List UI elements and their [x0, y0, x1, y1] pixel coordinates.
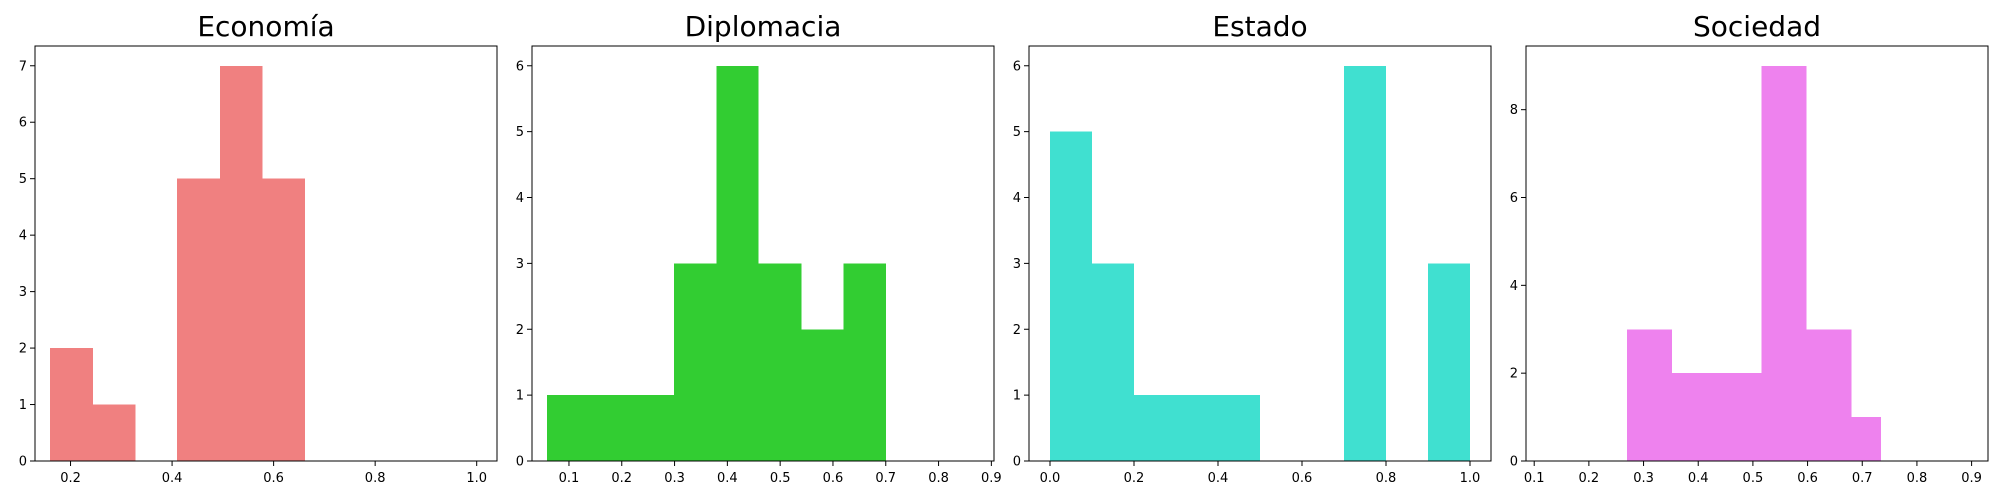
x-tick-label: 0.2 — [60, 471, 81, 486]
x-tick-label: 0.5 — [770, 471, 791, 486]
histogram-bar — [674, 263, 717, 461]
histogram-bar — [92, 404, 136, 461]
x-tick-label: 0.5 — [1743, 471, 1764, 486]
chart-title: Sociedad — [1693, 10, 1821, 43]
y-tick-label: 0 — [1510, 455, 1518, 470]
x-tick-label: 0.8 — [1907, 471, 1928, 486]
histogram-bar — [219, 65, 263, 461]
y-tick-label: 5 — [1013, 125, 1021, 140]
x-tick-label: 0.6 — [823, 471, 844, 486]
y-tick-label: 2 — [516, 323, 524, 338]
x-tick-label: 0.6 — [263, 471, 284, 486]
x-tick-label: 0.0 — [1040, 471, 1061, 486]
x-tick-label: 0.1 — [559, 471, 580, 486]
histogram-bar — [1176, 395, 1218, 461]
histogram-bar — [758, 263, 802, 461]
y-tick-label: 3 — [1013, 257, 1021, 272]
y-tick-label: 5 — [516, 125, 524, 140]
x-tick-label: 0.6 — [1292, 471, 1313, 486]
histogram-bar — [1218, 395, 1260, 461]
y-tick-label: 2 — [19, 342, 27, 357]
histogram-bar — [843, 263, 886, 461]
y-tick-label: 5 — [19, 172, 27, 187]
histogram-bar — [1627, 329, 1672, 461]
histogram-bar — [50, 348, 93, 461]
histogram-bar — [631, 395, 675, 461]
x-tick-label: 0.3 — [664, 471, 685, 486]
axes-frame — [1028, 45, 1492, 462]
y-tick-label: 4 — [19, 229, 27, 244]
histogram-bar — [1428, 263, 1470, 461]
histogram-bar — [262, 178, 306, 461]
x-tick-label: 0.6 — [1797, 471, 1818, 486]
x-tick-label: 0.4 — [1688, 471, 1709, 486]
chart-title: Economía — [197, 10, 334, 43]
x-tick-label: 0.2 — [1579, 471, 1600, 486]
histogram-bar — [1050, 131, 1092, 461]
y-tick-label: 1 — [516, 389, 524, 404]
y-tick-label: 0 — [516, 455, 524, 470]
histogram-bar — [1761, 65, 1807, 461]
y-tick-label: 1 — [1013, 389, 1021, 404]
histogram-bar — [1092, 263, 1134, 461]
y-tick-label: 0 — [1013, 455, 1021, 470]
panel-2: 0.1 0.2 0.3 0.4 0.5 0.6 0.7 0.8 0.9 0 1 2 3 4 5 6 Diplom… — [516, 10, 1002, 486]
x-tick-label: 0.7 — [1852, 471, 1873, 486]
x-tick-label: 0.8 — [365, 471, 386, 486]
histogram-bar — [589, 395, 632, 461]
panel-3: 0.0 0.2 0.4 0.6 0.8 1.0 0 1 2 3 4 5 6 Estado — [1013, 10, 1492, 486]
y-tick-label: 2 — [1013, 323, 1021, 338]
chart-title: Estado — [1212, 10, 1307, 43]
y-tick-label: 7 — [19, 59, 27, 74]
y-tick-label: 3 — [516, 257, 524, 272]
histogram-bar — [546, 395, 590, 461]
histogram-bar — [1806, 329, 1852, 461]
x-tick-label: 1.0 — [466, 471, 487, 486]
y-tick-label: 6 — [19, 116, 27, 131]
axes-frame — [1525, 45, 1989, 462]
y-tick-label: 3 — [19, 285, 27, 300]
histogram-bar — [1716, 373, 1762, 461]
histogram-bar — [716, 65, 759, 461]
x-tick-label: 0.1 — [1524, 471, 1545, 486]
x-tick-label: 0.4 — [717, 471, 738, 486]
x-tick-label: 0.4 — [1208, 471, 1229, 486]
panel-1: 0.2 0.4 0.6 0.8 1.0 0 1 2 3 4 5 6 7 Economía — [19, 10, 498, 486]
histogram-bar — [1671, 373, 1717, 461]
y-tick-label: 4 — [1510, 279, 1518, 294]
histogram-bar — [177, 178, 220, 461]
y-tick-label: 2 — [1510, 367, 1518, 382]
y-tick-label: 6 — [516, 59, 524, 74]
y-tick-label: 6 — [1510, 191, 1518, 206]
chart-title: Diplomacia — [685, 10, 842, 43]
x-tick-label: 0.9 — [981, 471, 1002, 486]
y-tick-label: 0 — [19, 455, 27, 470]
x-tick-label: 0.2 — [1124, 471, 1145, 486]
x-tick-label: 1.0 — [1460, 471, 1481, 486]
y-tick-label: 8 — [1510, 103, 1518, 118]
y-tick-label: 1 — [19, 398, 27, 413]
x-tick-label: 0.9 — [1961, 471, 1982, 486]
x-tick-label: 0.2 — [611, 471, 632, 486]
y-tick-label: 6 — [1013, 59, 1021, 74]
y-tick-label: 4 — [1013, 191, 1021, 206]
panel-4: 0.1 0.2 0.3 0.4 0.5 0.6 0.7 0.8 0.9 0 2 4 6 8 Sociedad — [1510, 10, 1989, 486]
histogram-bar — [801, 329, 844, 461]
histogram-bar — [1344, 65, 1386, 461]
x-tick-label: 0.3 — [1633, 471, 1654, 486]
x-tick-label: 0.8 — [1376, 471, 1397, 486]
histogram-bar — [1134, 395, 1176, 461]
x-tick-label: 0.7 — [875, 471, 896, 486]
histogram-bar — [1851, 417, 1881, 461]
axes-frame — [34, 45, 498, 462]
x-tick-label: 0.4 — [162, 471, 183, 486]
x-tick-label: 0.8 — [928, 471, 949, 486]
axes-frame — [531, 45, 995, 462]
y-tick-label: 4 — [516, 191, 524, 206]
